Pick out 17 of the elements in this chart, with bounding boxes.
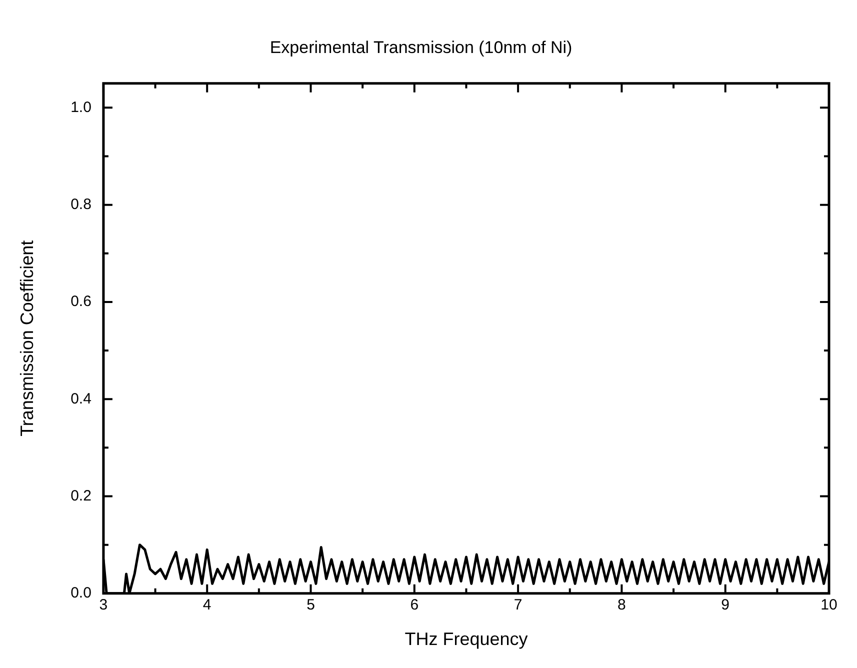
y-tick-label: 1.0 — [70, 98, 92, 116]
chart-title: Experimental Transmission (10nm of Ni) — [270, 38, 572, 57]
y-axis-title: Transmission Coefficient — [16, 240, 37, 436]
y-tick-label: 0.4 — [70, 390, 92, 408]
x-tick-label: 9 — [721, 596, 730, 614]
x-tick-label: 3 — [99, 596, 108, 614]
x-tick-label: 6 — [410, 596, 419, 614]
y-tick-label: 0.6 — [70, 293, 92, 310]
x-axis-title: THz Frequency — [404, 629, 528, 650]
x-tick-label: 5 — [306, 596, 315, 614]
x-tick-label: 10 — [820, 596, 838, 614]
x-tick-label: 7 — [514, 596, 522, 614]
y-tick-label: 0.2 — [70, 487, 92, 504]
x-tick-label: 8 — [618, 596, 626, 614]
y-tick-label: 0.8 — [70, 196, 92, 213]
x-tick-label: 4 — [202, 596, 212, 614]
y-tick-label: 0.0 — [70, 584, 92, 602]
